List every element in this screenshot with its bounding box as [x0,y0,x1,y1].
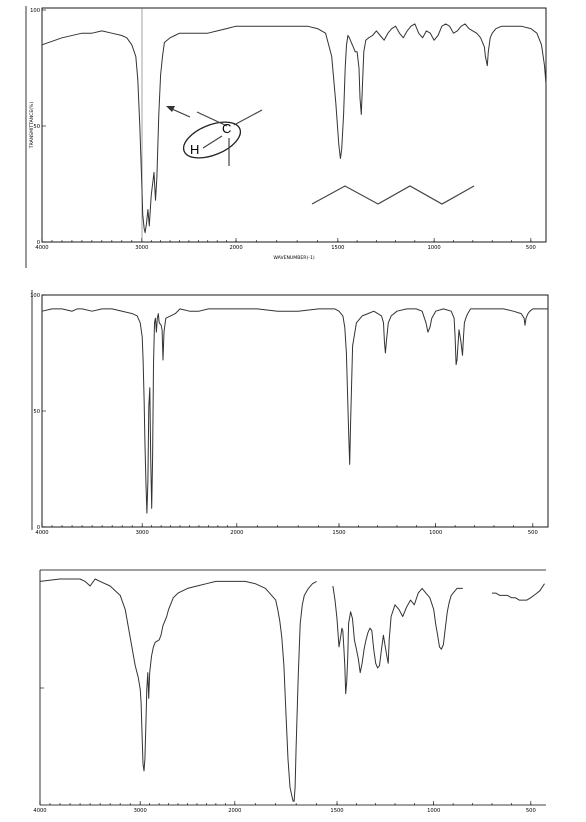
x-tick-label: 2000 [228,808,241,814]
x-tick-label: 1000 [427,808,440,814]
y-axis-label: TRANSMITTANCE(%) [29,102,35,150]
hydrogen-atom-label: H [190,142,199,157]
carbon-atom-label: C [222,121,231,136]
x-tick-label: 2000 [230,530,243,536]
x-tick-label: 4000 [35,245,48,251]
bond-line [202,135,223,149]
spectrum-panel-3: 4000 3000 2000 1500 1000 500 [33,569,546,814]
plot-frame [41,294,549,528]
y-tick-label: 0 [37,525,40,531]
spectrum-trace [41,23,547,234]
spectrum-trace [39,578,317,802]
plot-frame [41,7,547,243]
spectrum-panel-1: TRANSMITTANCE(%) WAVENUMBER(-1) C H 4000… [25,6,547,268]
spectrum-trace [332,585,463,695]
spectrum-trace [492,583,545,601]
x-tick-label: 4000 [33,808,46,814]
y-tick-label: 0 [37,240,40,246]
x-axis-label: WAVENUMBER(-1) [273,255,315,261]
x-tick-label: 500 [526,808,536,814]
x-tick-label: 500 [526,245,536,251]
x-tick-label: 2000 [229,245,242,251]
bond-line [233,109,263,126]
ch-bond-ellipse [182,121,242,159]
x-tick-label: 1500 [330,808,343,814]
x-tick-label: 1000 [429,530,442,536]
x-tick-label: 1500 [331,245,344,251]
x-tick-label: 1500 [332,530,345,536]
y-tick-label: 50 [33,409,40,415]
x-tick-label: 3000 [135,245,148,251]
x-tick-label: 1000 [428,245,441,251]
x-tick-label: 3000 [134,808,147,814]
hexane-skeletal-structure [311,185,475,205]
bond-line [196,111,228,127]
arrow-head [166,106,175,112]
molecule-annotation: C H [166,106,475,205]
spectrum-trace [41,308,548,514]
y-tick-label: 100 [30,8,40,14]
arrow-line [171,108,191,118]
x-tick-label: 4000 [35,530,48,536]
y-tick-label: 50 [33,124,40,130]
x-tick-label: 500 [528,530,538,536]
y-tick-label: 100 [30,293,40,299]
x-tick-label: 3000 [136,530,149,536]
